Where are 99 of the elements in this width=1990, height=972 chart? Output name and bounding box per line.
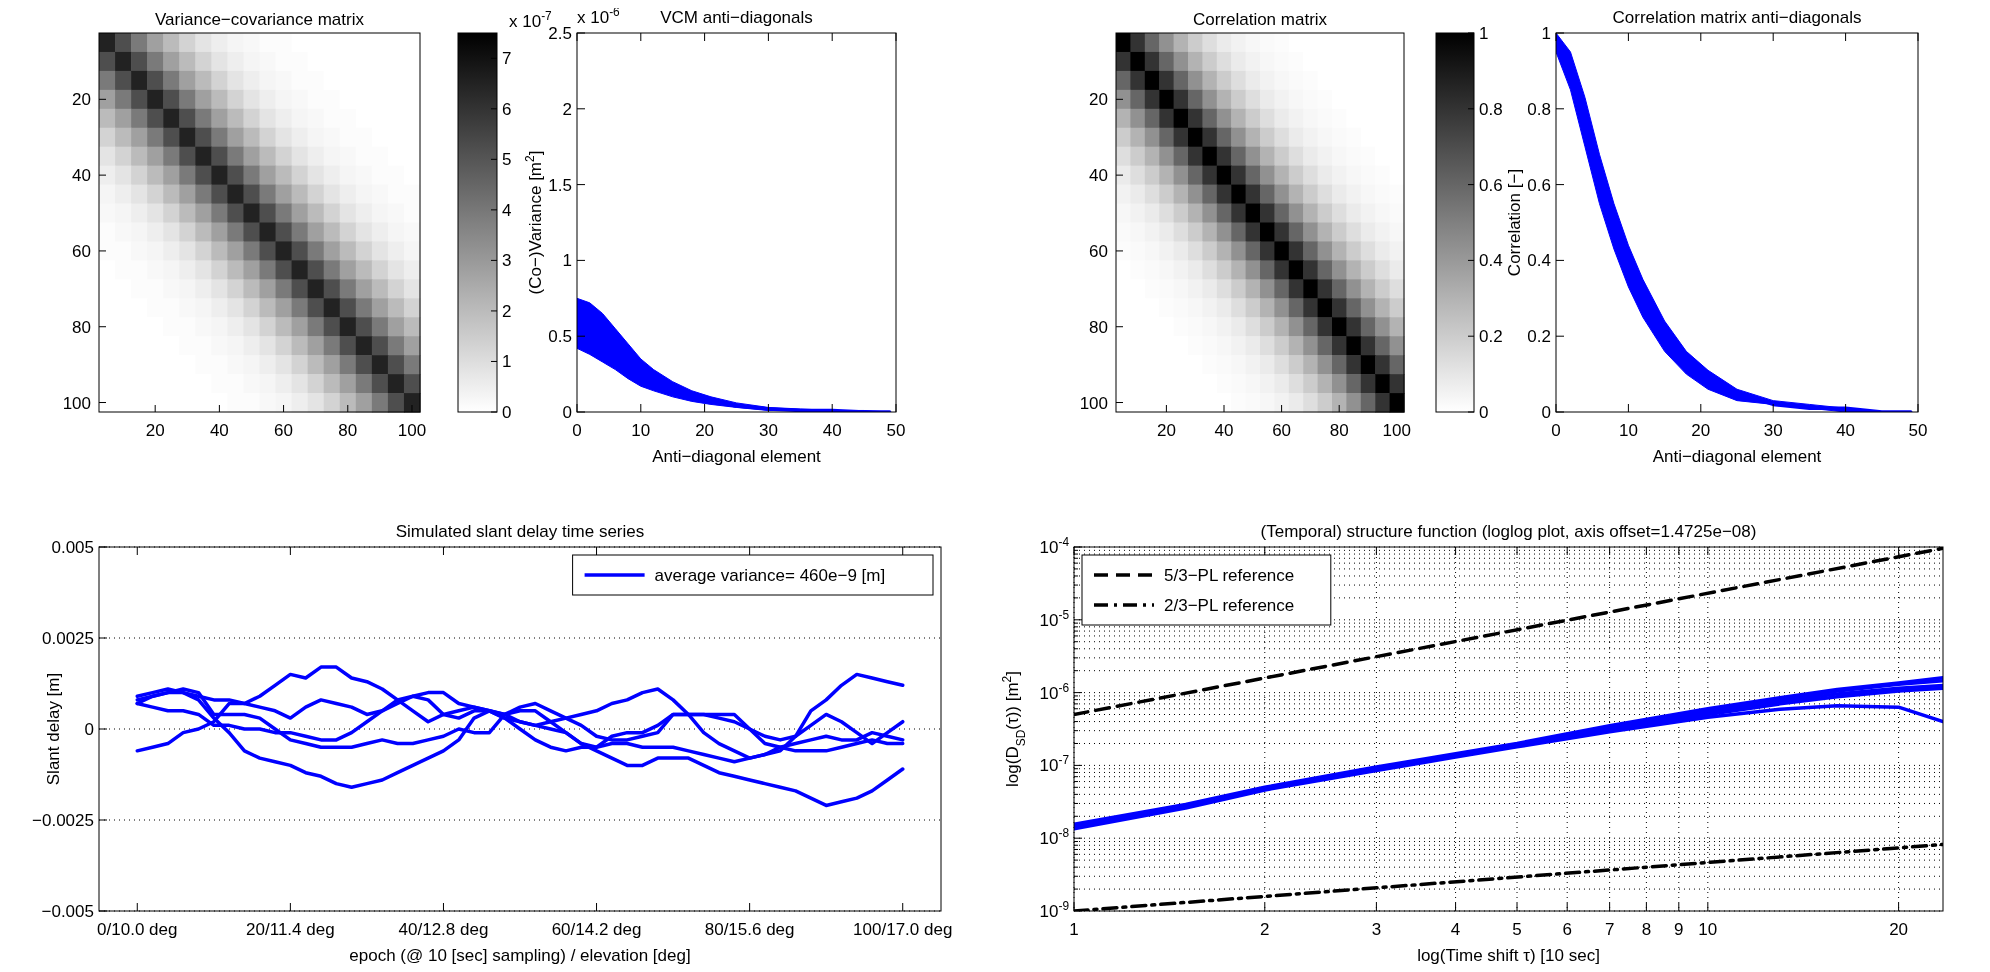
x-tick-label: 20 bbox=[1156, 421, 1176, 440]
y-tick-label: 0 bbox=[562, 403, 572, 422]
color-bar-label: 1 bbox=[502, 352, 512, 372]
y-tick-label: 0.0025 bbox=[42, 629, 94, 648]
x-tick-label: 100/17.0 deg bbox=[853, 920, 953, 939]
color-bar-label: 0.4 bbox=[1479, 251, 1503, 271]
y-tick-label: 0.4 bbox=[1527, 251, 1551, 271]
x-tick-label: 40 bbox=[822, 421, 842, 440]
y-tick-label: 10$^{-4}$ bbox=[1039, 535, 1070, 557]
y-tick-label: 40 bbox=[72, 166, 91, 186]
x-tick-label: 60 bbox=[1272, 421, 1292, 440]
color-bar-label: 0.8 bbox=[1479, 99, 1503, 119]
color-bar-label: 3 bbox=[502, 251, 512, 271]
x-axis-title: Anti−diagonal element bbox=[652, 447, 822, 466]
x-tick-label: 80 bbox=[338, 421, 358, 440]
y-tick-label: 100 bbox=[62, 393, 91, 413]
chart-title: (Temporal) structure function (loglog plot, axis offset=1.4725e−08) bbox=[1260, 522, 1757, 541]
y-tick-label: 1.5 bbox=[548, 175, 572, 195]
y-tick-label: 0 bbox=[1541, 403, 1551, 422]
y-tick-label: 0.2 bbox=[1527, 327, 1551, 347]
x-tick-label: 5 bbox=[1512, 920, 1522, 939]
y-tick-label: 2 bbox=[562, 99, 572, 119]
chart-title: Correlation matrix anti−diagonals bbox=[1612, 8, 1862, 27]
y-tick-label: 0.8 bbox=[1527, 99, 1551, 119]
x-tick-label: 40 bbox=[1214, 421, 1234, 440]
y-tick-label: 80 bbox=[72, 317, 91, 337]
x-tick-label: 9 bbox=[1674, 920, 1684, 939]
x-axis-title: Anti−diagonal element bbox=[1652, 447, 1822, 466]
color-bar-label: 2 bbox=[502, 301, 512, 321]
y-axis-title: Slant delay [m] bbox=[44, 672, 63, 786]
x-tick-label: 20 bbox=[695, 421, 715, 440]
y-tick-label: 60 bbox=[72, 241, 91, 261]
x-tick-label: 10 bbox=[1698, 920, 1718, 939]
text: x 10$^{-6}$ bbox=[577, 5, 621, 27]
x-tick-label: 20 bbox=[145, 421, 165, 440]
color-bar-label: 6 bbox=[502, 99, 512, 119]
x-tick-label: 100 bbox=[1382, 421, 1411, 440]
legend-label: average variance= 460e−9 [m] bbox=[654, 566, 886, 585]
x-tick-label: 3 bbox=[1371, 920, 1382, 939]
y-tick-label: −0.005 bbox=[41, 902, 94, 921]
x-tick-label: 30 bbox=[758, 421, 778, 440]
y-axis-title: Correlation [−] bbox=[1505, 168, 1524, 277]
color-bar-label: 0 bbox=[502, 403, 512, 422]
x-axis-title: log(Time shift τ) [10 sec] bbox=[1417, 946, 1600, 965]
x-tick-label: 7 bbox=[1604, 920, 1615, 939]
x-tick-label: 6 bbox=[1562, 920, 1572, 939]
color-bar-label: 4 bbox=[502, 200, 512, 220]
x-tick-label: 80/15.6 deg bbox=[704, 920, 795, 939]
x-tick-label: 60 bbox=[274, 421, 294, 440]
y-tick-label: 10$^{-7}$ bbox=[1039, 753, 1070, 776]
y-tick-label: 60 bbox=[1089, 241, 1108, 261]
color-bar-label: 0 bbox=[1479, 403, 1489, 422]
color-bar-label: 0.2 bbox=[1479, 327, 1503, 347]
color-bar-label: 1 bbox=[1479, 24, 1489, 43]
legend-label: 2/3−PL reference bbox=[1164, 596, 1295, 615]
x-tick-label: 20 bbox=[1691, 421, 1711, 440]
y-tick-label: 20 bbox=[1089, 90, 1108, 110]
chart-title: Correlation matrix bbox=[1192, 10, 1328, 29]
x-tick-label: 80 bbox=[1329, 421, 1349, 440]
y-tick-label: 40 bbox=[1089, 166, 1108, 186]
y-tick-label: −0.0025 bbox=[32, 811, 94, 830]
x-tick-label: 50 bbox=[886, 421, 906, 440]
y-tick-label: 0.5 bbox=[548, 327, 572, 347]
color-bar-label: 0.6 bbox=[1479, 175, 1503, 195]
x-tick-label: 20/11.4 deg bbox=[246, 920, 335, 939]
y-tick-label: 2.5 bbox=[548, 24, 572, 43]
x-tick-label: 40 bbox=[209, 421, 229, 440]
y-tick-label: 80 bbox=[1089, 317, 1108, 337]
y-tick-label: 0.6 bbox=[1527, 175, 1551, 195]
y-tick-label: 20 bbox=[72, 90, 91, 110]
y-tick-label: 10$^{-6}$ bbox=[1039, 680, 1070, 703]
x-tick-label: 50 bbox=[1908, 421, 1928, 440]
y-tick-label: 10$^{-5}$ bbox=[1039, 607, 1070, 630]
legend-label: 5/3−PL reference bbox=[1164, 566, 1295, 585]
x-tick-label: 2 bbox=[1260, 920, 1270, 939]
x-tick-label: 100 bbox=[397, 421, 427, 440]
y-tick-label: 0 bbox=[84, 720, 94, 739]
y-tick-label: 10$^{-9}$ bbox=[1039, 899, 1070, 921]
x-tick-label: 40/12.8 deg bbox=[398, 920, 489, 939]
chart-title: Simulated slant delay time series bbox=[395, 522, 645, 541]
x-tick-label: 0/10.0 deg bbox=[97, 920, 178, 939]
color-bar-label: 7 bbox=[502, 49, 512, 69]
y-tick-label: 1 bbox=[562, 251, 572, 271]
x-tick-label: 10 bbox=[1618, 421, 1638, 440]
color-bar-label: 5 bbox=[502, 150, 512, 170]
x-tick-label: 20 bbox=[1889, 920, 1909, 939]
y-tick-label: 0.005 bbox=[51, 538, 94, 557]
x-axis-title: epoch (@ 10 [sec] sampling) / elevation [deg] bbox=[349, 946, 691, 965]
x-tick-label: 10 bbox=[631, 421, 651, 440]
chart-title: VCM anti−diagonals bbox=[660, 8, 813, 27]
y-tick-label: 100 bbox=[1079, 393, 1108, 413]
x-tick-label: 40 bbox=[1836, 421, 1856, 440]
x-tick-label: 4 bbox=[1450, 920, 1461, 939]
x-tick-label: 60/14.2 deg bbox=[551, 920, 642, 939]
y-tick-label: 10$^{-8}$ bbox=[1039, 826, 1070, 849]
chart-title: Variance−covariance matrix bbox=[155, 10, 365, 29]
x-tick-label: 8 bbox=[1641, 920, 1652, 939]
x-tick-label: 30 bbox=[1763, 421, 1783, 440]
y-tick-label: 1 bbox=[1541, 24, 1551, 43]
